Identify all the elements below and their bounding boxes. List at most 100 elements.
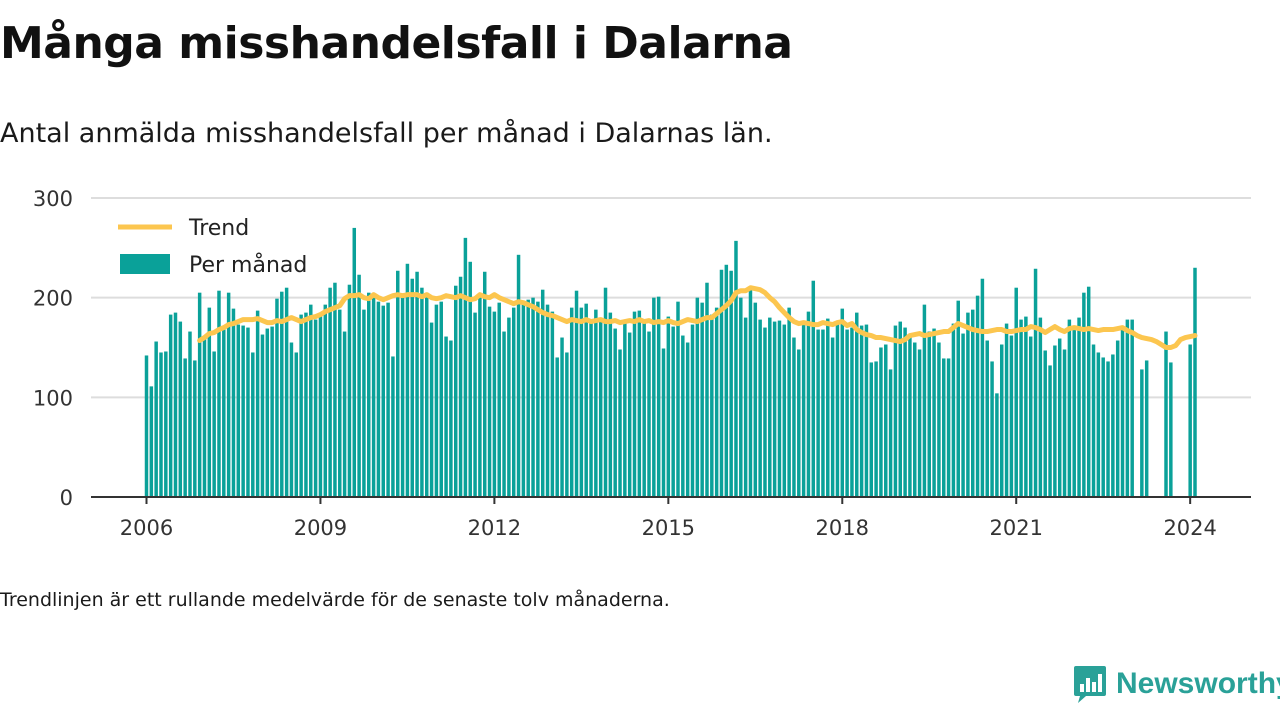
bar: [560, 337, 564, 497]
bar: [251, 352, 255, 497]
bar: [420, 287, 424, 497]
bar: [473, 312, 477, 497]
bar: [927, 331, 931, 497]
bar: [1019, 319, 1023, 497]
bar: [497, 302, 501, 497]
bar: [516, 254, 521, 497]
bar: [748, 288, 753, 497]
bar: [835, 322, 840, 497]
bar: [850, 327, 854, 497]
bar: [1077, 317, 1081, 497]
bar: [367, 292, 371, 497]
bar: [434, 304, 439, 497]
bar: [159, 352, 163, 497]
bar: [797, 349, 801, 497]
bar: [565, 352, 569, 497]
bar: [217, 290, 221, 497]
bar: [193, 360, 197, 497]
bar: [980, 278, 985, 497]
bar: [400, 297, 405, 497]
x-tick-label: 2006: [120, 516, 173, 540]
bar: [1115, 340, 1120, 497]
bar: [1004, 323, 1009, 497]
legend-trend-label: Trend: [188, 216, 249, 241]
bar: [468, 261, 472, 497]
bar: [1072, 327, 1076, 497]
bar: [1053, 345, 1057, 497]
bar: [1193, 267, 1197, 497]
bar: [956, 300, 960, 497]
bar: [879, 347, 883, 497]
bar: [642, 321, 646, 497]
bar: [888, 369, 893, 497]
bar: [681, 335, 685, 497]
x-tick-label: 2024: [1163, 516, 1216, 540]
bar: [1067, 319, 1072, 497]
bar: [1043, 350, 1047, 497]
trend-line: [197, 285, 1198, 350]
bar: [164, 351, 168, 497]
bar: [173, 312, 178, 497]
bar: [975, 295, 980, 497]
x-tick-label: 2015: [642, 516, 695, 540]
bar: [666, 316, 671, 497]
bar: [811, 280, 816, 497]
bar: [284, 287, 289, 497]
gridlines: [91, 197, 1251, 399]
bar: [772, 321, 777, 497]
bar: [637, 310, 642, 497]
bar: [463, 237, 468, 497]
bar: [275, 298, 279, 497]
bar: [840, 308, 845, 497]
bar: [584, 303, 588, 497]
bar: [270, 326, 274, 497]
bar: [806, 311, 811, 497]
newsworthy-logo[interactable]: Newsworthy: [1072, 664, 1280, 704]
y-tick-label: 100: [33, 386, 73, 410]
bar: [787, 307, 791, 497]
bar: [521, 300, 526, 497]
newsworthy-chart-icon: [1074, 666, 1106, 703]
x-axis-ticks: 2006 2009 2012 2015 2018 2021 2024: [120, 497, 1217, 540]
legend: Trend Per månad: [118, 216, 307, 278]
bar: [313, 319, 318, 497]
bar: [714, 307, 719, 497]
bar: [574, 290, 579, 497]
bar: [1062, 349, 1067, 497]
bar: [719, 269, 724, 497]
bar: [821, 329, 825, 497]
bar: [710, 314, 714, 497]
bar: [937, 342, 941, 497]
bar: [1096, 352, 1101, 497]
bar: [333, 282, 337, 497]
bar: [647, 331, 651, 497]
bar: [429, 322, 434, 497]
bar: [439, 301, 443, 497]
x-tick-label: 2018: [816, 516, 869, 540]
bar: [758, 319, 762, 497]
bar: [188, 331, 192, 497]
bar: [671, 326, 675, 497]
bar: [236, 324, 241, 497]
bar: [700, 302, 704, 497]
bar: [917, 349, 922, 497]
bar: [502, 331, 506, 497]
bar: [951, 323, 956, 497]
bar: [342, 331, 347, 497]
bar: [550, 311, 555, 497]
bar: [874, 361, 878, 497]
bar: [531, 297, 535, 497]
bar: [729, 270, 733, 497]
bar: [376, 301, 381, 497]
bar: [540, 289, 545, 497]
bar: [410, 278, 414, 497]
bar: [405, 263, 410, 497]
bar: [415, 271, 419, 497]
bar: [246, 327, 250, 497]
bar: [922, 304, 927, 497]
bar: [961, 333, 965, 497]
bar: [396, 270, 400, 497]
bar: [255, 310, 260, 497]
bar: [826, 318, 830, 497]
bar: [226, 292, 231, 497]
